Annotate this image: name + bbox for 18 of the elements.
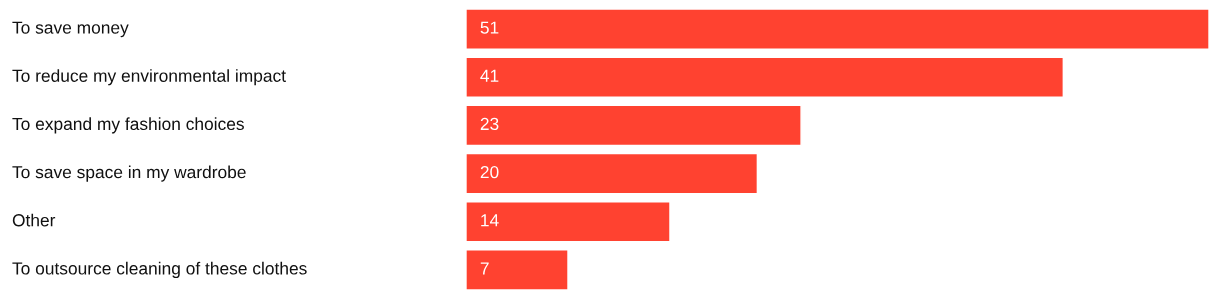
- data-label: 23: [480, 117, 499, 131]
- y-tick-label: To save money: [12, 21, 129, 38]
- y-tick-label: To reduce my environmental impact: [12, 69, 286, 86]
- bar: [466, 249, 569, 291]
- data-label: 14: [481, 214, 499, 227]
- y-tick-label: To save space in my wardrobe: [12, 165, 246, 182]
- data-label: 20: [480, 165, 499, 179]
- bar: [466, 8, 1209, 50]
- y-tick-label: To outsource cleaning of these clothes: [12, 261, 307, 279]
- data-label: 41: [480, 69, 499, 82]
- bar: [466, 201, 671, 243]
- data-label: 7: [480, 262, 489, 275]
- y-tick-label: Other: [12, 213, 56, 227]
- bar: [466, 56, 1065, 98]
- bar: [466, 104, 802, 147]
- bar: [466, 152, 759, 195]
- data-label: 51: [480, 21, 499, 34]
- y-tick-label: To expand my fashion choices: [12, 117, 244, 134]
